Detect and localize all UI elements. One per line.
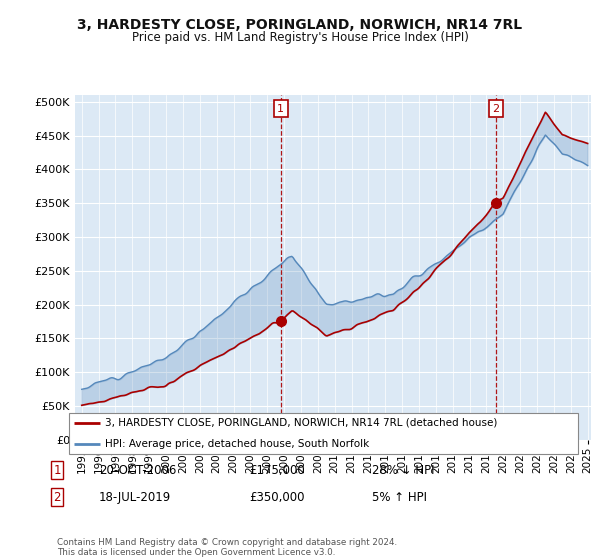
Text: 2: 2: [492, 104, 499, 114]
Text: 28% ↓ HPI: 28% ↓ HPI: [372, 464, 434, 477]
Text: Contains HM Land Registry data © Crown copyright and database right 2024.
This d: Contains HM Land Registry data © Crown c…: [57, 538, 397, 557]
Text: 20-OCT-2006: 20-OCT-2006: [99, 464, 176, 477]
Text: £350,000: £350,000: [249, 491, 305, 504]
Text: 2: 2: [53, 491, 61, 504]
Text: 18-JUL-2019: 18-JUL-2019: [99, 491, 171, 504]
FancyBboxPatch shape: [68, 413, 578, 454]
Text: HPI: Average price, detached house, South Norfolk: HPI: Average price, detached house, Sout…: [104, 439, 369, 449]
Text: Price paid vs. HM Land Registry's House Price Index (HPI): Price paid vs. HM Land Registry's House …: [131, 31, 469, 44]
Text: 3, HARDESTY CLOSE, PORINGLAND, NORWICH, NR14 7RL: 3, HARDESTY CLOSE, PORINGLAND, NORWICH, …: [77, 18, 523, 32]
Text: 5% ↑ HPI: 5% ↑ HPI: [372, 491, 427, 504]
Text: 1: 1: [53, 464, 61, 477]
Text: 3, HARDESTY CLOSE, PORINGLAND, NORWICH, NR14 7RL (detached house): 3, HARDESTY CLOSE, PORINGLAND, NORWICH, …: [104, 418, 497, 428]
Text: 1: 1: [277, 104, 284, 114]
Text: £175,000: £175,000: [249, 464, 305, 477]
